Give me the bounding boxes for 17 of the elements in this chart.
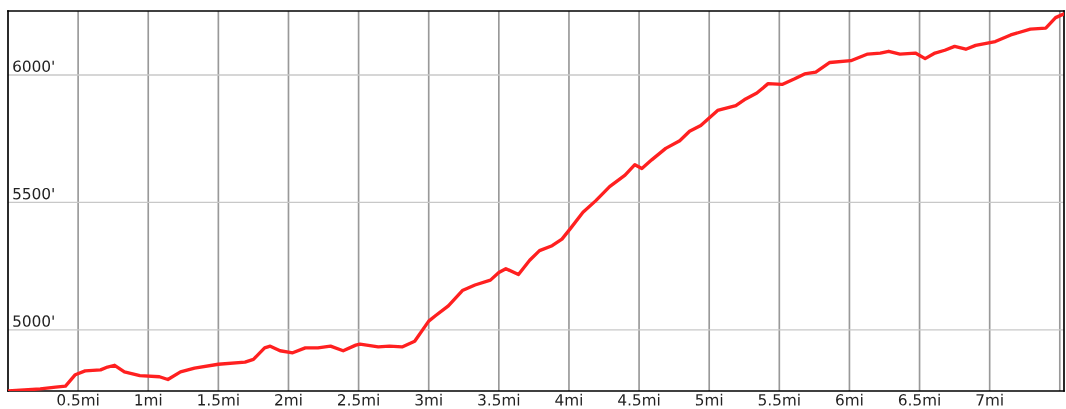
y-tick-label: 5500' <box>13 187 54 200</box>
x-tick-label: 7mi <box>976 393 1003 406</box>
x-tick-label: 4.5mi <box>618 393 660 406</box>
y-tick-label: 5000' <box>13 315 54 327</box>
x-tick-label: 6mi <box>836 393 863 406</box>
x-tick-label: 5.5mi <box>758 393 800 406</box>
x-tick-label: 1mi <box>135 393 162 406</box>
x-tick-label: 2.5mi <box>338 393 379 406</box>
x-tick-label: 3.5mi <box>478 393 520 406</box>
x-tick-label: 4mi <box>555 393 582 406</box>
x-tick-label: 3mi <box>415 393 442 406</box>
x-tick-label: 6.5mi <box>898 393 940 406</box>
x-tick-label: 5mi <box>695 393 723 406</box>
x-tick-label: 2mi <box>275 393 302 406</box>
x-tick-label: 1.5mi <box>198 393 239 406</box>
x-tick-label: 0.5mi <box>57 393 99 406</box>
y-tick-label: 6000' <box>13 60 54 73</box>
